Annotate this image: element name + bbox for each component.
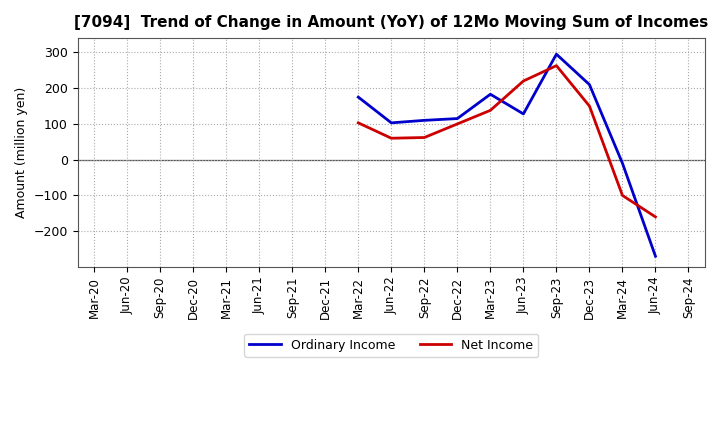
Y-axis label: Amount (million yen): Amount (million yen) xyxy=(15,87,28,218)
Legend: Ordinary Income, Net Income: Ordinary Income, Net Income xyxy=(244,334,539,357)
Title: [7094]  Trend of Change in Amount (YoY) of 12Mo Moving Sum of Incomes: [7094] Trend of Change in Amount (YoY) o… xyxy=(74,15,708,30)
